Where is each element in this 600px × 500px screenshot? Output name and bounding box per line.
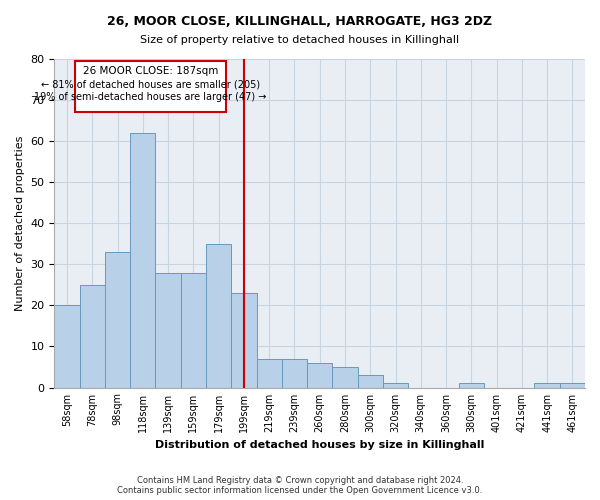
- Bar: [181, 272, 206, 388]
- Bar: [231, 293, 257, 388]
- Bar: [383, 384, 408, 388]
- Bar: [282, 359, 307, 388]
- Text: 26, MOOR CLOSE, KILLINGHALL, HARROGATE, HG3 2DZ: 26, MOOR CLOSE, KILLINGHALL, HARROGATE, …: [107, 15, 493, 28]
- Bar: [155, 272, 181, 388]
- FancyBboxPatch shape: [74, 61, 226, 112]
- Text: 19% of semi-detached houses are larger (47) →: 19% of semi-detached houses are larger (…: [34, 92, 266, 102]
- Bar: [535, 384, 560, 388]
- Text: Size of property relative to detached houses in Killinghall: Size of property relative to detached ho…: [140, 35, 460, 45]
- X-axis label: Distribution of detached houses by size in Killinghall: Distribution of detached houses by size …: [155, 440, 484, 450]
- Bar: [332, 367, 358, 388]
- Bar: [80, 285, 105, 388]
- Bar: [130, 133, 155, 388]
- Text: 26 MOOR CLOSE: 187sqm: 26 MOOR CLOSE: 187sqm: [83, 66, 218, 76]
- Bar: [105, 252, 130, 388]
- Bar: [458, 384, 484, 388]
- Bar: [206, 244, 231, 388]
- Text: ← 81% of detached houses are smaller (205): ← 81% of detached houses are smaller (20…: [41, 80, 260, 90]
- Bar: [307, 363, 332, 388]
- Bar: [560, 384, 585, 388]
- Bar: [257, 359, 282, 388]
- Bar: [358, 375, 383, 388]
- Bar: [55, 306, 80, 388]
- Text: Contains HM Land Registry data © Crown copyright and database right 2024.
Contai: Contains HM Land Registry data © Crown c…: [118, 476, 482, 495]
- Y-axis label: Number of detached properties: Number of detached properties: [15, 136, 25, 311]
